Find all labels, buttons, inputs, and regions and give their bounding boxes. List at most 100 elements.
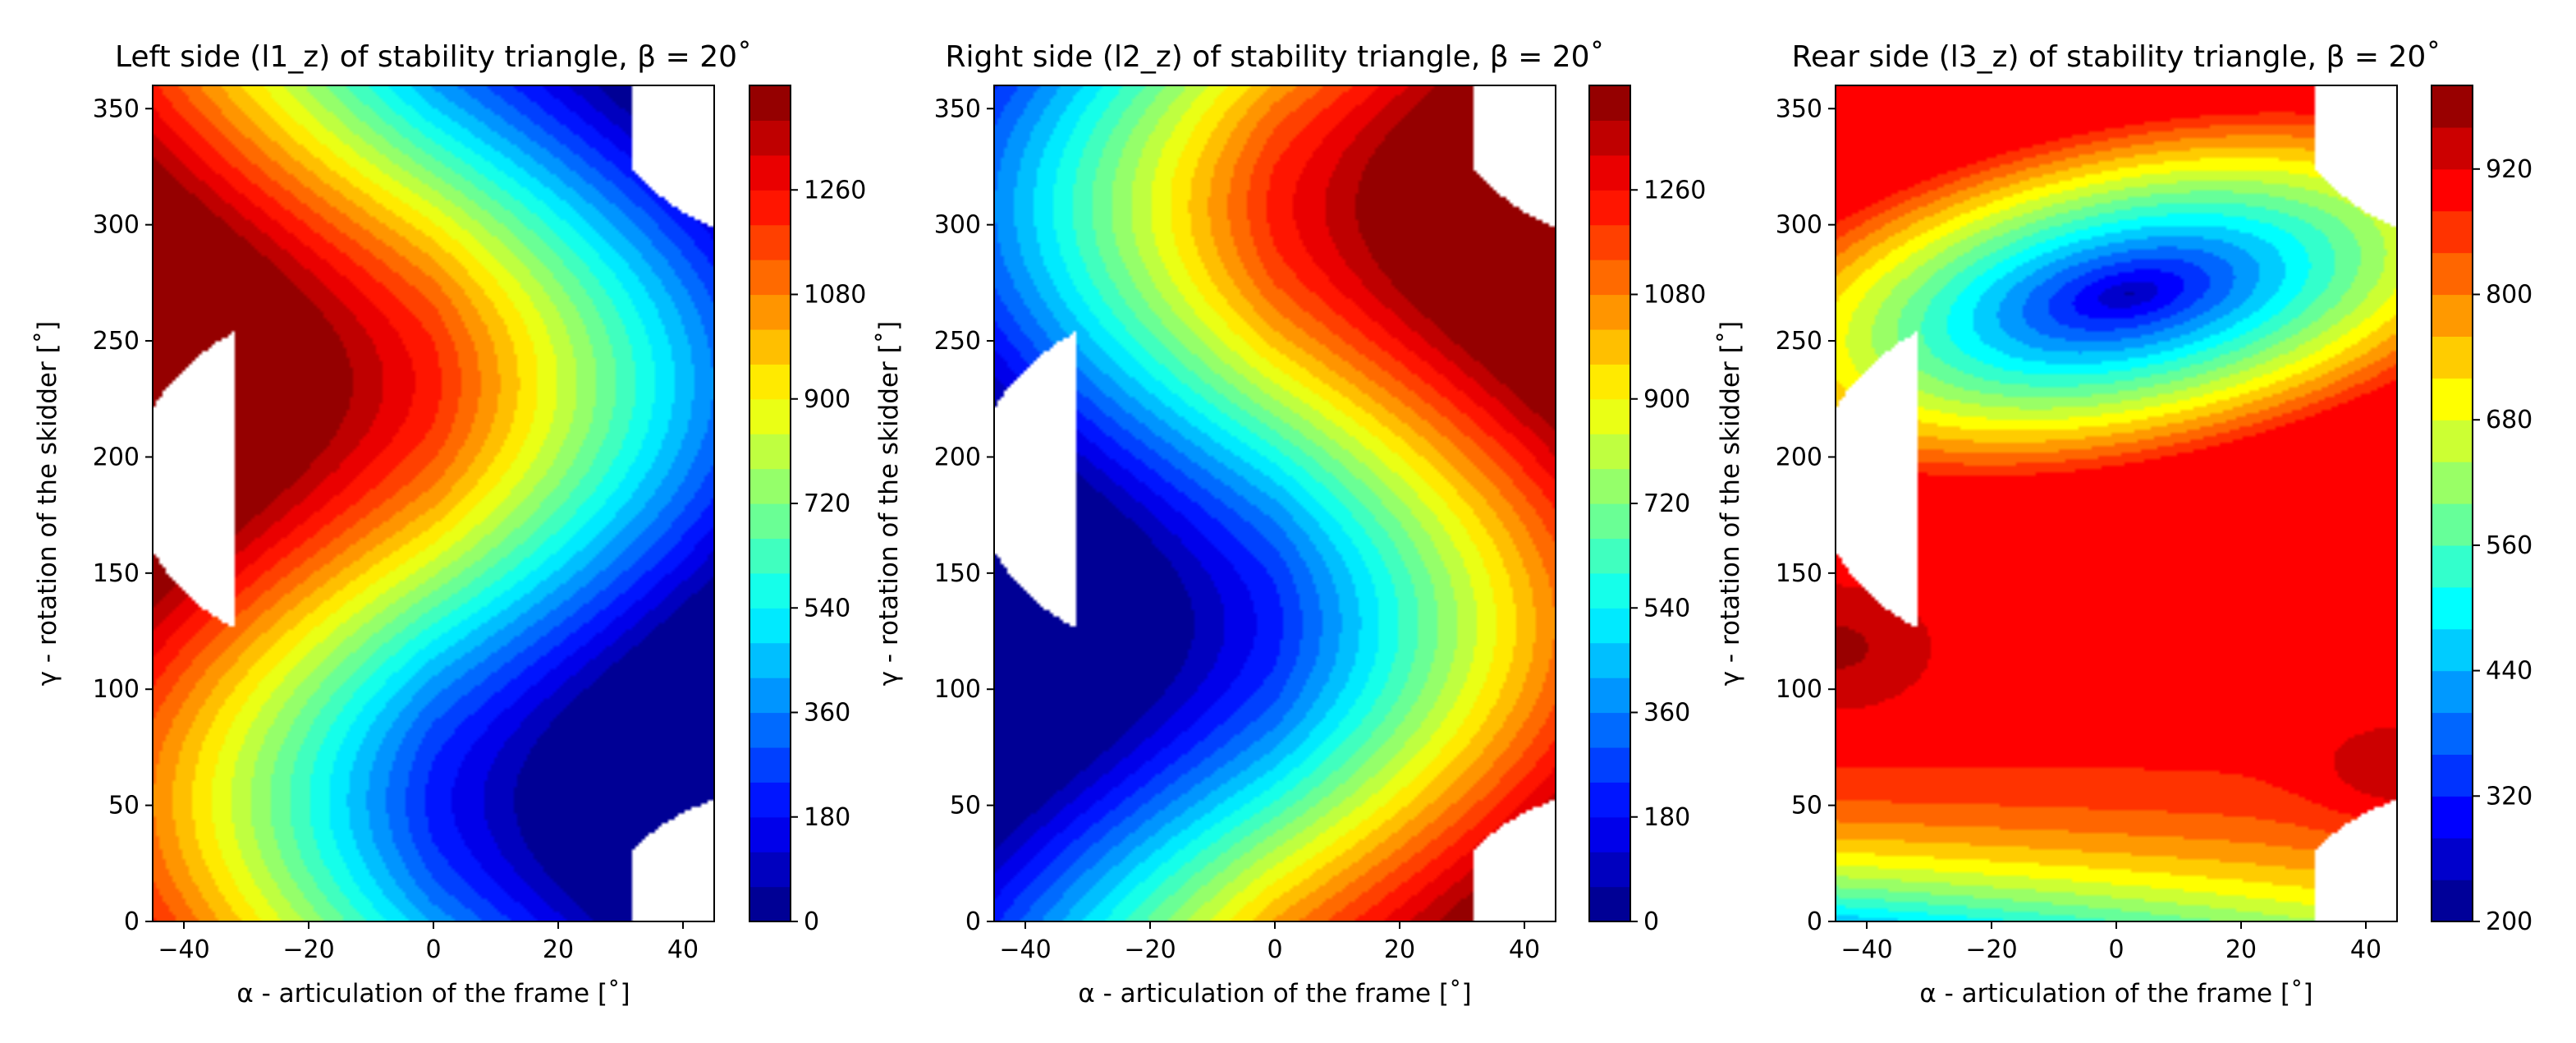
y-tick-label: 350 [93,94,140,123]
colorbar-level [2432,210,2473,254]
colorbar-level [749,468,791,504]
colorbar: 0 180 360 540 720 900 1080 1260 [749,85,866,936]
colorbar-level [2432,586,2473,630]
colorbar-level [749,816,791,852]
colorbar-level [2432,252,2473,296]
chart-title: Rear side (l3_z) of stability triangle, … [1792,40,2441,74]
colorbar-level [749,329,791,365]
x-tick-label: 20 [1384,935,1415,964]
y-tick-label: 50 [1791,792,1822,820]
chart-title: Left side (l1_z) of stability triangle, … [115,40,752,74]
colorbar-level [2432,838,2473,880]
x-tick-label: 40 [2350,935,2381,964]
colorbar-level [2432,796,2473,839]
y-tick-label: 300 [93,211,140,240]
colorbar-tick-label: 540 [1643,594,1690,623]
colorbar-level [1589,782,1630,818]
colorbar-level [749,154,791,191]
colorbar-tick-label: 1080 [804,281,866,310]
colorbar-level [749,608,791,644]
colorbar-level [1589,364,1630,400]
colorbar-tick-label: 720 [804,489,850,518]
x-axis-label: α - articulation of the frame [˚] [1078,979,1471,1009]
y-tick-label: 100 [934,675,981,704]
y-axis-label: γ - rotation of the skidder [˚] [874,321,904,687]
y-tick-label: 300 [1776,211,1822,240]
colorbar-level [749,747,791,783]
colorbar-level [1589,329,1630,365]
colorbar-frame [2431,85,2473,922]
colorbar-level [1589,608,1630,644]
colorbar-tick-label: 720 [1643,489,1690,518]
y-tick-label: 200 [1776,443,1822,471]
y-tick-label: 50 [108,792,140,820]
x-axis-label: α - articulation of the frame [˚] [1919,979,2312,1009]
colorbar-tick-label: 360 [1643,699,1690,728]
y-tick-label: 0 [1807,907,1822,936]
colorbar-level [2432,420,2473,462]
colorbar-tick-label: 900 [1643,385,1690,414]
y-tick-label: 200 [93,443,140,471]
colorbar: 200 320 440 560 680 800 920 [2431,85,2532,936]
y-tick-label: 250 [934,327,981,356]
y-tick-label: 0 [124,907,140,936]
colorbar-level [2432,503,2473,546]
colorbar-level [749,398,791,434]
colorbar-tick-label: 360 [804,699,850,728]
colorbar-level [1589,678,1630,714]
y-tick-label: 150 [934,559,981,588]
y-tick-label: 50 [950,792,981,820]
colorbar: 0 180 360 540 720 900 1080 1260 [1588,85,1706,936]
colorbar-level [749,782,791,818]
colorbar-level [2432,126,2473,170]
y-tick-label: 200 [934,443,981,471]
colorbar-level [1589,434,1630,470]
colorbar-level [749,678,791,714]
colorbar-tick-label: 1080 [1643,281,1706,310]
chart-title: Right side (l2_z) of stability triangle,… [945,40,1604,74]
colorbar-level [2432,712,2473,755]
colorbar-level [1589,190,1630,226]
y-tick-label: 250 [1776,327,1822,356]
x-tick-label: −40 [999,935,1051,964]
y-tick-label: 100 [93,675,140,704]
colorbar-level [1589,503,1630,540]
colorbar-level [749,538,791,574]
contour-field [994,85,1556,921]
colorbar-level [749,120,791,156]
colorbar-tick-label: 800 [2486,281,2532,310]
colorbar-tick-label: 180 [1643,803,1690,832]
y-tick-label: 300 [934,211,981,240]
colorbar-level [2432,336,2473,379]
colorbar-level [1589,224,1630,260]
contour-field [153,85,714,921]
colorbar-level [2432,628,2473,672]
colorbar-level [2432,85,2473,128]
colorbar-level [1589,154,1630,191]
colorbar-level [749,886,791,922]
colorbar-level [1589,538,1630,574]
colorbar-tick-label: 560 [2486,531,2532,560]
x-tick-label: 0 [2108,935,2124,964]
colorbar-level [2432,294,2473,337]
colorbar-level [749,572,791,609]
colorbar-level [749,852,791,888]
colorbar-level [2432,378,2473,420]
x-tick-label: 20 [543,935,574,964]
colorbar-tick-label: 0 [1643,907,1659,936]
colorbar-tick-label: 680 [2486,406,2532,434]
colorbar-tick-label: 920 [2486,155,2532,184]
colorbar-tick-label: 540 [804,594,850,623]
colorbar-level [749,364,791,400]
colorbar-level [1589,712,1630,748]
colorbar-level [749,260,791,296]
y-axis-label: γ - rotation of the skidder [˚] [33,321,62,687]
x-tick-label: −20 [1965,935,2017,964]
y-tick-label: 0 [965,907,981,936]
colorbar-level [1589,642,1630,678]
colorbar-level [749,712,791,748]
colorbar-level [1589,572,1630,609]
x-tick-label: 40 [667,935,699,964]
colorbar-level [749,85,791,122]
